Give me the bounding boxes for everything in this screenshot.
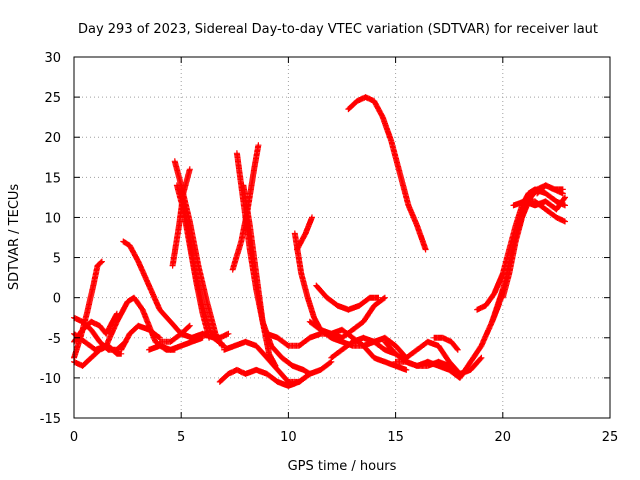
x-tick-label: 0 [70, 430, 78, 445]
y-axis-label: SDTVAR / TECUs [7, 184, 22, 291]
axis-ticks: 0 5 10 15 20 25 -15 -10 -5 0 5 10 15 20 25 30 [40, 51, 619, 445]
y-tick-label: 0 [53, 292, 61, 307]
gridlines [74, 57, 610, 418]
series-arc12 [156, 322, 193, 345]
y-tick-label: -10 [40, 372, 61, 387]
series-arc11 [169, 166, 193, 269]
series-arc18 [221, 338, 313, 385]
y-tick-label: 25 [44, 91, 61, 106]
series-arc23 [264, 294, 388, 349]
series-arc21 [313, 282, 382, 313]
x-tick-label: 20 [495, 430, 512, 445]
x-tick-label: 25 [602, 430, 619, 445]
series-arc10 [178, 186, 232, 341]
x-tick-label: 10 [280, 430, 297, 445]
series-arc33 [510, 194, 568, 213]
series-arc16 [240, 182, 279, 369]
y-tick-label: -5 [48, 332, 61, 347]
series-arc30 [474, 186, 568, 313]
data-marks [71, 94, 568, 389]
series-arc20 [294, 214, 315, 253]
series-arc7 [118, 322, 163, 353]
y-tick-label: 20 [44, 131, 61, 146]
plot-frame [73, 56, 611, 419]
y-tick-label: -15 [40, 412, 61, 427]
x-tick-label: 5 [177, 430, 185, 445]
series-arc24 [328, 334, 399, 361]
series-arc34 [534, 182, 566, 197]
x-tick-label: 15 [387, 430, 404, 445]
y-tick-label: 10 [44, 211, 61, 226]
series-arc29 [431, 334, 461, 353]
series-arc13 [146, 334, 206, 353]
series-arc25 [345, 94, 429, 253]
x-axis-label: GPS time / hours [288, 459, 397, 474]
y-tick-label: 30 [44, 51, 61, 66]
y-tick-label: 5 [53, 252, 61, 267]
y-tick-label: 15 [44, 171, 61, 186]
chart-title: Day 293 of 2023, Sidereal Day-to-day VTE… [78, 22, 598, 37]
